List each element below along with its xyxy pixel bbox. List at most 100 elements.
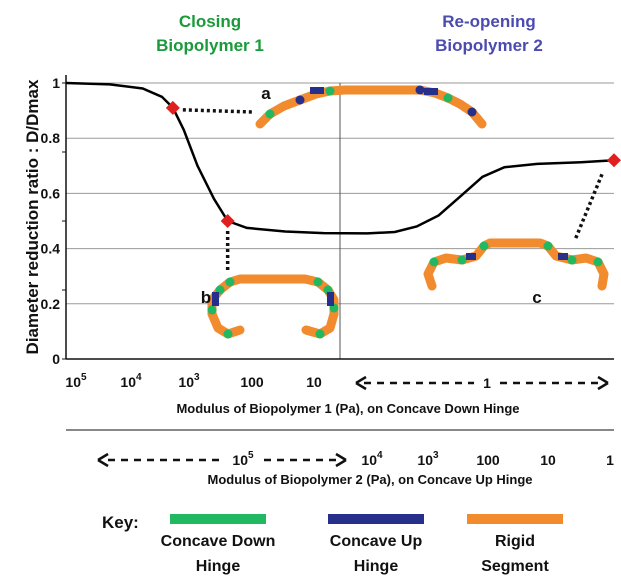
rigid-segment: [207, 274, 339, 339]
x1-tick-base: 10: [65, 374, 81, 390]
marker-label: a: [261, 84, 271, 103]
x-axis-1-label: Modulus of Biopolymer 1 (Pa), on Concave…: [176, 401, 519, 416]
concave-up-hinge: [415, 85, 425, 95]
x1-tick-base: 10: [178, 374, 194, 390]
concave-down-hinge: [315, 329, 325, 339]
concave-down-hinge: [225, 277, 235, 287]
y-ticks: 0 0.2 0.4 0.6 0.8 1: [41, 75, 61, 367]
concave-up-hinge: [424, 88, 438, 95]
x2-tick-label: 10: [540, 452, 556, 468]
marker-point: [165, 100, 180, 115]
x2-tick-exp: 4: [377, 450, 383, 461]
x2-tick-base: 100: [476, 452, 500, 468]
x2-tick-label: 103: [417, 450, 439, 468]
x2-tick-base: 10: [417, 452, 433, 468]
x2-range-label: 105: [232, 450, 254, 468]
concave-down-hinge: [479, 241, 489, 251]
concave-up-hinge: [295, 95, 305, 105]
concave-up-hinge: [310, 87, 324, 94]
key-label-line2: Segment: [481, 558, 549, 575]
plot-frame: [62, 75, 614, 360]
x1-tick-label: 103: [178, 372, 200, 390]
y-tick-label: 1: [52, 75, 60, 91]
y-tick-label: 0.2: [41, 296, 61, 312]
concave-up-hinge: [467, 107, 477, 117]
header-closing-line1: Closing: [179, 12, 241, 31]
grid: [66, 82, 614, 359]
concave-down-hinge: [429, 257, 439, 267]
x1-range-label: 1: [483, 375, 491, 391]
x-axis-2-label: Modulus of Biopolymer 2 (Pa), on Concave…: [207, 472, 532, 487]
shape-b-closed: [207, 274, 339, 339]
x1-tick-base: 100: [240, 374, 264, 390]
key-label-line1: Concave Down: [161, 533, 276, 550]
connector-a: [182, 108, 254, 114]
key-label-line1: Concave Up: [330, 533, 423, 550]
markers: a b c: [165, 84, 621, 307]
header-closing: Closing Biopolymer 1: [156, 12, 264, 55]
x-axis-2: 105 104 103 100 10 1: [66, 429, 614, 468]
x2-tick-exp: 3: [433, 450, 439, 461]
concave-up-hinge: [466, 253, 476, 260]
x2-range-exp: 5: [248, 450, 254, 461]
x2-tick-label: 1: [606, 452, 614, 468]
marker-connectors: [182, 108, 604, 272]
shape-a-open-arch: [255, 85, 487, 129]
key-legend: Key: Concave Down Hinge Concave Up Hinge Rig…: [102, 513, 563, 575]
arrow-left-icon: [97, 452, 109, 468]
key-swatch: [170, 514, 266, 524]
x1-tick-exp: 3: [194, 372, 200, 383]
x1-tick-label: 100: [240, 374, 264, 390]
rigid-segment: [255, 85, 487, 129]
concave-down-hinge: [313, 277, 323, 287]
x1-tick-label: 10: [306, 374, 322, 390]
concave-down-hinge: [325, 86, 335, 96]
marker-label: c: [532, 288, 541, 307]
x-axis-1: 105 104 103 100 10 1: [65, 372, 609, 391]
x1-tick-label: 105: [65, 372, 87, 390]
concave-down-hinge: [543, 241, 553, 251]
key-label-line1: Rigid: [495, 533, 535, 550]
x2-tick-label: 100: [476, 452, 500, 468]
marker-label: b: [201, 288, 211, 307]
header-closing-line2: Biopolymer 1: [156, 36, 264, 55]
concave-down-hinge: [207, 305, 217, 315]
key-swatch: [467, 514, 563, 524]
x2-tick-label: 104: [361, 450, 383, 468]
x2-tick-base: 1: [606, 452, 614, 468]
concave-down-hinge: [223, 329, 233, 339]
rigid-segment: [423, 238, 609, 291]
concave-down-hinge: [567, 255, 577, 265]
concave-up-hinge: [327, 292, 334, 306]
arrow-right-icon: [597, 375, 609, 391]
header-reopening: Re-opening Biopolymer 2: [435, 12, 543, 55]
x1-tick-base: 10: [120, 374, 136, 390]
key-label-line2: Hinge: [196, 558, 241, 575]
connector-c: [573, 173, 604, 241]
y-axis-label: Diameter reduction ratio : D/Dmax: [23, 79, 42, 354]
concave-down-hinge: [443, 93, 453, 103]
shape-c-reopened: [423, 238, 609, 291]
x2-range-base: 10: [232, 452, 248, 468]
series-line: [65, 81, 615, 235]
key-title: Key:: [102, 513, 139, 532]
marker-point: [607, 153, 621, 168]
x1-tick-base: 10: [306, 374, 322, 390]
x2-tick-base: 10: [361, 452, 377, 468]
key-label-line2: Hinge: [354, 558, 399, 575]
x2-tick-base: 10: [540, 452, 556, 468]
concave-down-hinge: [265, 109, 275, 119]
series-lines: [65, 81, 615, 235]
header-reopening-line1: Re-opening: [442, 12, 536, 31]
concave-up-hinge: [212, 292, 219, 306]
y-tick-label: 0.4: [41, 241, 61, 257]
x1-tick-label: 104: [120, 372, 142, 390]
marker-point: [220, 214, 235, 228]
concave-down-hinge: [593, 257, 603, 267]
y-tick-label: 0: [52, 351, 60, 367]
y-tick-label: 0.8: [41, 130, 61, 146]
concave-down-hinge: [457, 255, 467, 265]
x1-tick-exp: 4: [136, 372, 142, 383]
x1-tick-exp: 5: [81, 372, 87, 383]
y-tick-label: 0.6: [41, 185, 61, 201]
